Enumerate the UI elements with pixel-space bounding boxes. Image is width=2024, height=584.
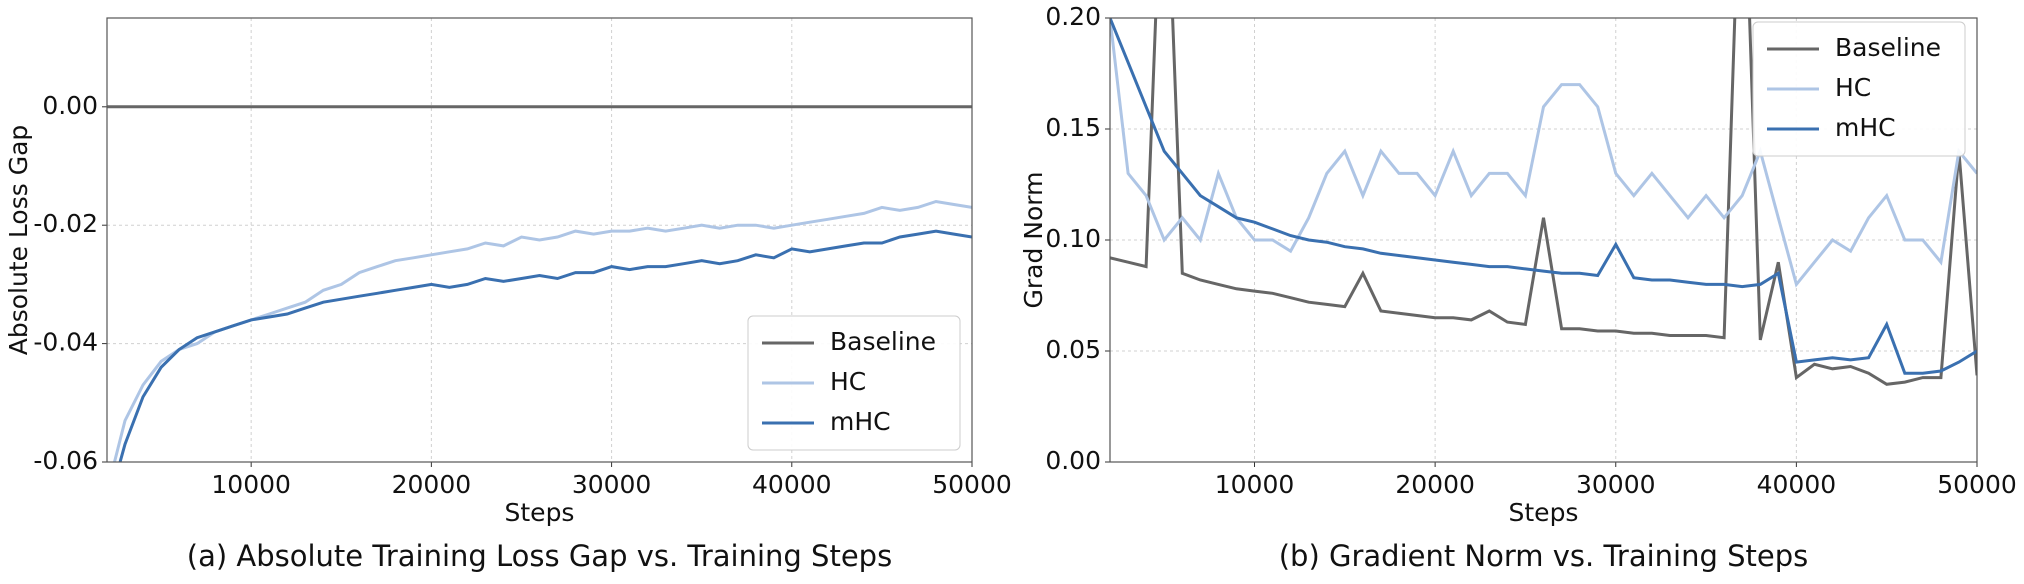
- x-tick-label: 40000: [1757, 470, 1837, 499]
- x-tick-label: 20000: [1395, 470, 1475, 499]
- legend-label: Baseline: [830, 327, 936, 356]
- legend-box: [747, 315, 961, 451]
- y-axis-label: Grad Norm: [1019, 172, 1048, 309]
- y-tick-label: 0.05: [1045, 335, 1101, 364]
- x-tick-label: 30000: [1576, 470, 1656, 499]
- chart: 10000 20000 30000 40000 50000 0.00 0.05 0.10 0.1…: [1019, 2, 2017, 573]
- caption: (b) Gradient Norm vs. Training Steps: [1279, 539, 1809, 573]
- x-tick-label: 10000: [211, 470, 291, 499]
- y-axis-label: Absolute Loss Gap: [4, 125, 33, 356]
- line-series: [1110, 18, 1977, 386]
- y-tick-label: 0.00: [1045, 446, 1101, 475]
- legend-box: [1752, 21, 1966, 157]
- legend-label: HC: [830, 367, 866, 396]
- y-tick-label: -0.06: [33, 446, 98, 475]
- y-tick-label: 0.10: [1045, 224, 1101, 253]
- legend-label: mHC: [830, 407, 891, 436]
- x-tick-label: 30000: [572, 470, 652, 499]
- x-axis-label: Steps: [505, 498, 575, 527]
- plot-frame: [1109, 17, 1978, 463]
- x-tick-label: 40000: [752, 470, 832, 499]
- x-tick-label: 50000: [932, 470, 1012, 499]
- legend-label: HC: [1835, 73, 1871, 102]
- y-tick-label: -0.02: [33, 209, 98, 238]
- plot-frame: [106, 17, 973, 463]
- y-tick-label: 0.20: [1045, 2, 1101, 31]
- legend-label: Baseline: [1835, 33, 1941, 62]
- caption: (a) Absolute Training Loss Gap vs. Train…: [187, 539, 892, 573]
- x-tick-label: 20000: [392, 470, 472, 499]
- legend-label: mHC: [1835, 113, 1896, 142]
- y-tick-label: 0.00: [42, 91, 98, 120]
- line-series: [1110, 18, 1977, 375]
- line-series: [1110, 18, 1977, 288]
- line-series: [118, 229, 972, 462]
- y-tick-label: -0.04: [33, 328, 98, 357]
- x-axis-label: Steps: [1509, 498, 1579, 527]
- x-tick-label: 50000: [1937, 470, 2017, 499]
- x-tick-label: 10000: [1215, 470, 1295, 499]
- y-tick-label: 0.15: [1045, 113, 1101, 142]
- chart: 10000 20000 30000 40000 50000 -0.06 -0.04 -0.02…: [4, 17, 1012, 573]
